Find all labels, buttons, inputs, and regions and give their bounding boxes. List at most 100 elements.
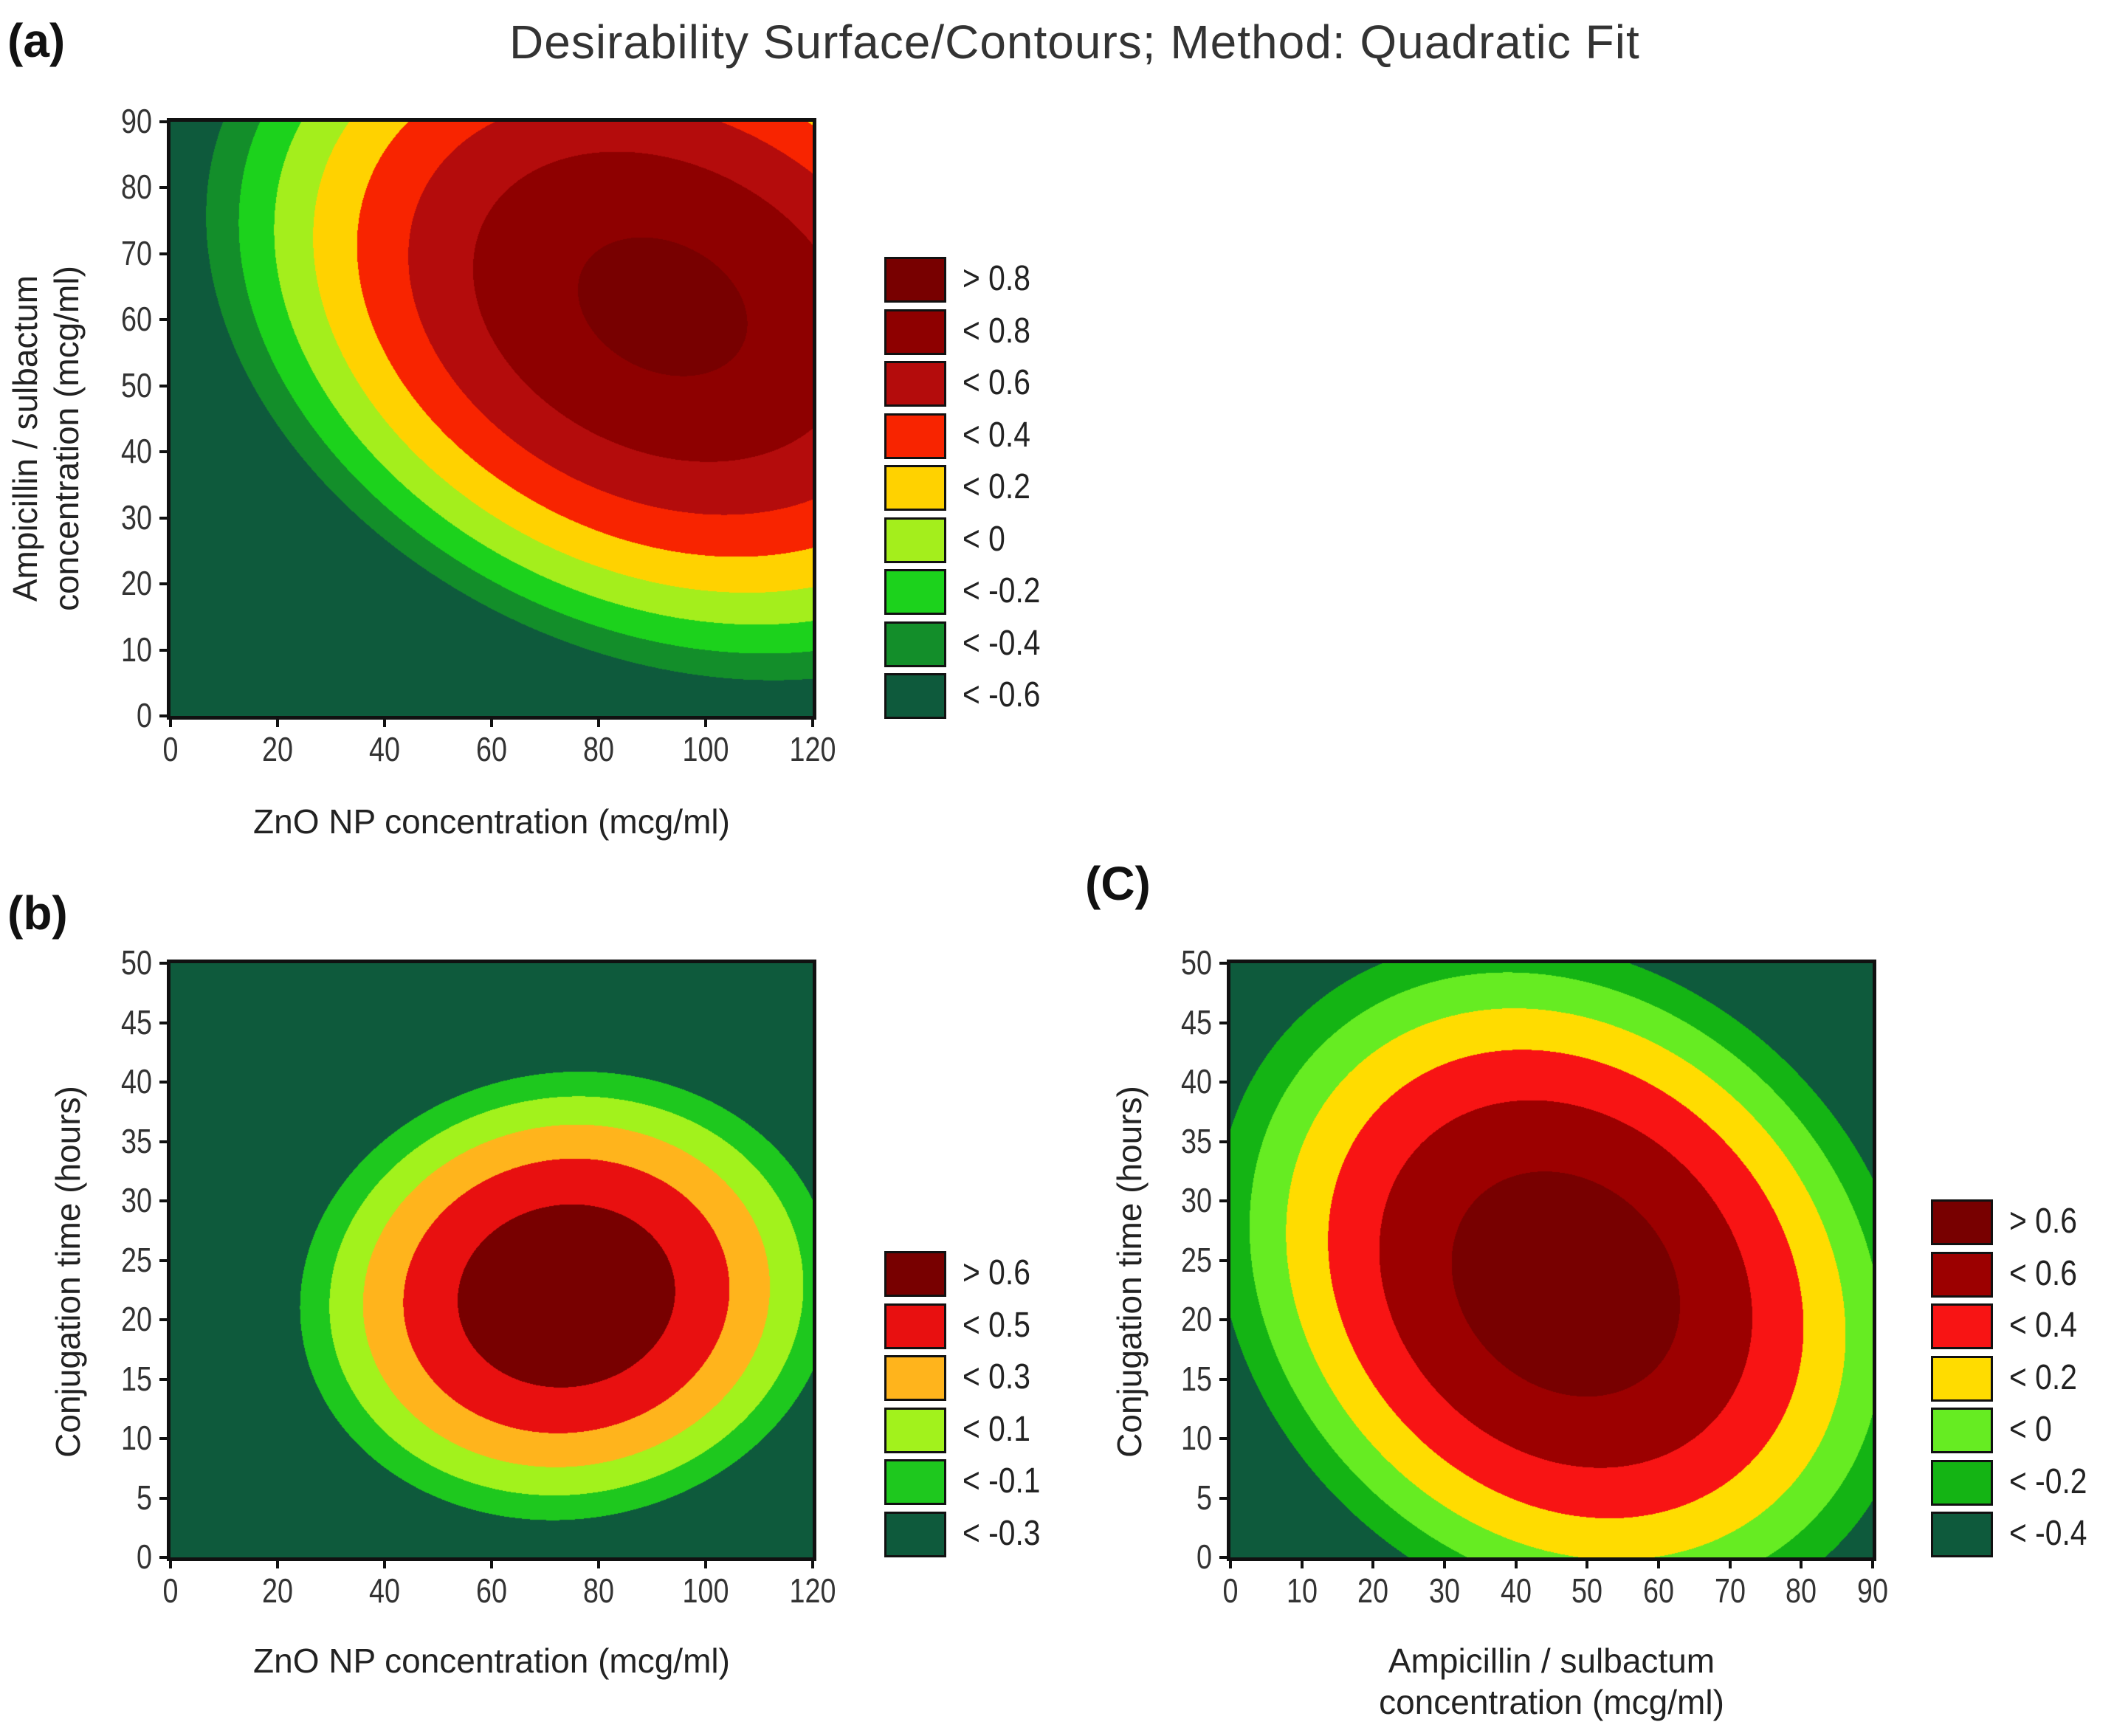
y-tick-mark-c [1219,1258,1227,1262]
y-axis-title-c: Conjugation time (hours) [1109,1013,1150,1530]
y-axis-title-a-line1: Ampicillin / sulbactum [6,275,44,602]
legend-swatch [884,1511,946,1557]
y-tick-mark-c [1219,1437,1227,1440]
panel-label-b: (b) [7,886,68,940]
x-tick-label-b: 60 [476,1571,507,1610]
x-tick-mark-b [383,1561,386,1568]
y-tick-mark-b [159,962,167,965]
y-tick-mark-c [1219,1199,1227,1202]
y-tick-mark-a [159,450,167,454]
legend-swatch [884,361,946,407]
x-tick-mark-a [383,720,386,727]
legend-label: < -0.2 [963,571,1041,610]
legend-swatch [884,673,946,719]
y-tick-label-b: 40 [121,1062,152,1100]
y-tick-mark-c [1219,1021,1227,1024]
legend-swatch [1931,1408,1993,1453]
legend-label: < 0.2 [963,467,1030,506]
y-tick-mark-a [159,318,167,322]
x-tick-label-a: 40 [369,730,400,768]
panel-label-a: (a) [7,14,66,67]
x-tick-mark-c [1800,1561,1803,1568]
legend-swatch [884,1355,946,1401]
x-tick-label-a: 0 [162,730,179,768]
x-tick-label-b: 120 [789,1571,836,1610]
legend-label: < -0.2 [2009,1461,2087,1501]
x-tick-label-a: 60 [476,730,507,768]
y-tick-mark-a [159,384,167,388]
y-tick-label-b: 35 [121,1121,152,1160]
y-tick-label-b: 0 [137,1537,152,1576]
y-tick-label-b: 45 [121,1002,152,1041]
y-tick-mark-a [159,714,167,717]
legend-label: < 0.6 [2009,1253,2077,1293]
y-tick-label-c: 15 [1181,1359,1212,1398]
legend-label: < 0.8 [963,311,1030,351]
x-tick-label-a: 80 [583,730,614,768]
y-tick-mark-c [1219,1318,1227,1321]
x-tick-mark-c [1657,1561,1660,1568]
y-tick-mark-b [159,1258,167,1262]
legend-swatch [1931,1303,1993,1349]
x-tick-label-b: 40 [369,1571,400,1610]
x-tick-mark-b [169,1561,172,1568]
legend-swatch [884,1303,946,1349]
y-tick-label-b: 5 [137,1478,152,1517]
y-tick-mark-b [159,1496,167,1500]
legend-swatch [884,413,946,459]
y-tick-label-a: 60 [121,300,152,339]
x-tick-mark-c [1443,1561,1446,1568]
y-tick-mark-a [159,516,167,520]
legend-label: < -0.6 [963,675,1041,714]
y-tick-label-c: 20 [1181,1300,1212,1338]
legend-swatch [884,1459,946,1505]
y-axis-title-a: Ampicillin / sulbactum concentration (mc… [4,180,87,697]
legend-label: > 0.6 [963,1253,1030,1292]
x-tick-mark-c [1514,1561,1518,1568]
y-tick-label-a: 40 [121,432,152,471]
legend-label: < 0.4 [963,415,1030,455]
legend-label: < -0.3 [963,1513,1041,1553]
x-tick-mark-a [704,720,707,727]
y-tick-mark-c [1219,962,1227,965]
x-axis-title-b: ZnO NP concentration (mcg/ml) [253,1642,730,1680]
x-tick-mark-c [1300,1561,1304,1568]
y-tick-mark-c [1219,1140,1227,1143]
x-tick-label-a: 100 [682,730,729,768]
x-axis-title-c-line2: concentration (mcg/ml) [1379,1683,1724,1721]
x-tick-label-c: 0 [1222,1571,1239,1610]
y-tick-label-b: 20 [121,1300,152,1338]
x-tick-mark-a [811,720,814,727]
x-tick-mark-c [1728,1561,1732,1568]
legend-label: < 0 [963,519,1005,559]
contour-plot-a [167,118,816,720]
x-axis-title-c: Ampicillin / sulbactum concentration (mc… [1227,1640,1876,1723]
x-tick-mark-b [276,1561,279,1568]
x-tick-label-c: 10 [1286,1571,1318,1610]
x-tick-label-c: 80 [1786,1571,1817,1610]
legend-label: < 0 [2009,1410,2052,1449]
y-tick-label-b: 50 [121,943,152,982]
y-tick-label-c: 10 [1181,1419,1212,1457]
x-axis-title-a: ZnO NP concentration (mcg/ml) [253,802,730,841]
y-tick-label-a: 30 [121,497,152,537]
y-tick-mark-a [159,648,167,652]
legend-label: < 0.6 [963,363,1030,402]
x-tick-label-b: 0 [162,1571,179,1610]
y-tick-label-b: 15 [121,1359,152,1398]
legend-swatch [884,465,946,511]
y-axis-title-a-line2: concentration (mcg/ml) [47,266,86,611]
legend-label: < 0.4 [2009,1306,2077,1345]
y-tick-mark-b [159,1318,167,1321]
y-tick-label-c: 0 [1197,1537,1212,1576]
y-tick-mark-b [159,1140,167,1143]
x-tick-mark-c [1371,1561,1375,1568]
legend-label: > 0.8 [963,259,1030,298]
y-tick-label-c: 25 [1181,1240,1212,1279]
y-tick-mark-b [159,1377,167,1381]
contour-surface-a [171,122,813,716]
legend-label: < -0.4 [2009,1514,2087,1553]
x-tick-label-c: 60 [1643,1571,1674,1610]
y-axis-title-c-line1: Conjugation time (hours) [1110,1086,1149,1458]
x-tick-label-b: 100 [682,1571,729,1610]
